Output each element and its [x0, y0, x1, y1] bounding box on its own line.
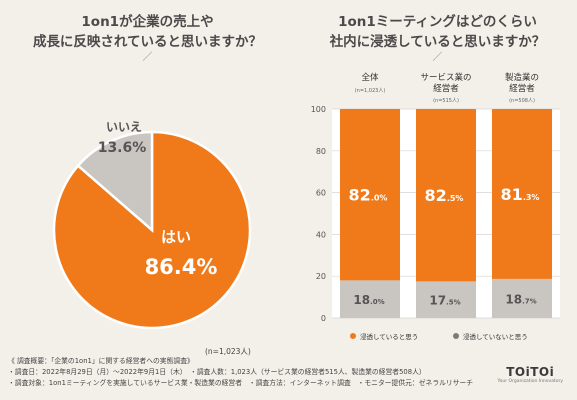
- footer-line3: ・調査対象：1on1ミーティングを実施しているサービス業・製造業の経営者 ・調査…: [8, 379, 474, 387]
- pie-chart: はい 86.4% いいえ 13.6%: [52, 120, 252, 330]
- y-tick-label-20: 20: [316, 272, 326, 281]
- category-label2-1: 経営者: [433, 83, 459, 94]
- pie-value-yes: 86.4%: [145, 255, 218, 279]
- legend-item-not-penetrated: 浸透していないと思う: [453, 331, 528, 341]
- left-title-line2: 成長に反映されていると思いますか？: [32, 34, 263, 50]
- right-title-divider: ／: [432, 52, 443, 63]
- category-n-2: (n=508人): [509, 98, 535, 104]
- footer-line2: ・調査日：2022年8月29日（月）〜2022年9月1日（木） ・調査人数：1,…: [8, 368, 426, 376]
- right-title-line1: 1on1ミーティングはどのくらい: [338, 14, 537, 30]
- pie-value-no: 13.6%: [98, 140, 147, 156]
- y-tick-label-100: 100: [311, 105, 326, 114]
- bar-value-not-penetrated-2: 18.7%: [505, 292, 536, 306]
- legend-swatch-orange: [350, 333, 356, 339]
- bar-not-penetrated-1: [416, 281, 476, 318]
- bar-not-penetrated-0: [340, 280, 400, 318]
- survey-footer: 《 調査概要：「企業の1on1」に関する経営者への実態調査》 ・調査日：2022…: [8, 356, 473, 389]
- category-label2-2: 経営者: [509, 83, 535, 94]
- left-title-line1: 1on1が企業の売上や: [81, 14, 214, 30]
- pie-slice-no: [76, 130, 154, 233]
- category-label-1: サービス業の: [420, 72, 471, 83]
- left-chart-title: 1on1が企業の売上や 成長に反映されていると思いますか？ ／: [20, 12, 275, 64]
- bar-value-penetrated-0: 82.0%: [349, 186, 388, 205]
- y-tick-label-40: 40: [316, 230, 326, 239]
- y-tick-label-0: 0: [321, 314, 326, 323]
- pie-label-no: いいえ: [106, 120, 142, 134]
- legend-swatch-gray: [453, 333, 459, 339]
- logo-name: TOiTOi: [506, 365, 555, 379]
- bar-penetrated-1: [416, 109, 476, 282]
- right-title-line2: 社内に浸透していると思いますか？: [329, 34, 546, 50]
- bar-not-penetrated-2: [492, 278, 552, 318]
- legend-label-not-penetrated: 浸透していないと思う: [463, 333, 528, 341]
- category-label-0: 全体: [361, 72, 379, 83]
- pie-sample-note: (n=1,023人): [205, 347, 251, 356]
- bar-value-not-penetrated-0: 18.0%: [353, 293, 384, 307]
- bar-penetrated-2: [492, 109, 552, 279]
- toitoi-logo: TOiTOi Your Organization Innovatory: [498, 365, 563, 384]
- bar-penetrated-0: [340, 109, 400, 281]
- bar-value-not-penetrated-1: 17.5%: [429, 294, 460, 308]
- footer-line1: 《 調査概要：「企業の1on1」に関する経営者への実態調査》: [8, 357, 194, 365]
- category-n-1: (n=515人): [433, 98, 459, 104]
- legend-item-penetrated: 浸透していると思う: [350, 331, 418, 341]
- category-n-0: (n=1,023人): [355, 88, 386, 94]
- category-label-2: 製造業の: [505, 72, 539, 83]
- bar-value-penetrated-2: 81.3%: [501, 185, 540, 204]
- bar-chart: 0 20 40 60 80 100 82.0% 18.0% 全体 (n=1,023人) 82.5% 1…: [311, 72, 560, 323]
- logo-tagline: Your Organization Innovatory: [497, 379, 563, 384]
- pie-label-yes: はい: [161, 228, 191, 246]
- right-chart-title: 1on1ミーティングはどのくらい 社内に浸透していると思いますか？ ／: [305, 12, 570, 64]
- left-title-divider: ／: [142, 52, 153, 63]
- bar-value-penetrated-1: 82.5%: [425, 186, 464, 205]
- legend-label-penetrated: 浸透していると思う: [360, 333, 419, 341]
- y-tick-label-80: 80: [316, 147, 326, 156]
- y-tick-label-60: 60: [316, 189, 326, 198]
